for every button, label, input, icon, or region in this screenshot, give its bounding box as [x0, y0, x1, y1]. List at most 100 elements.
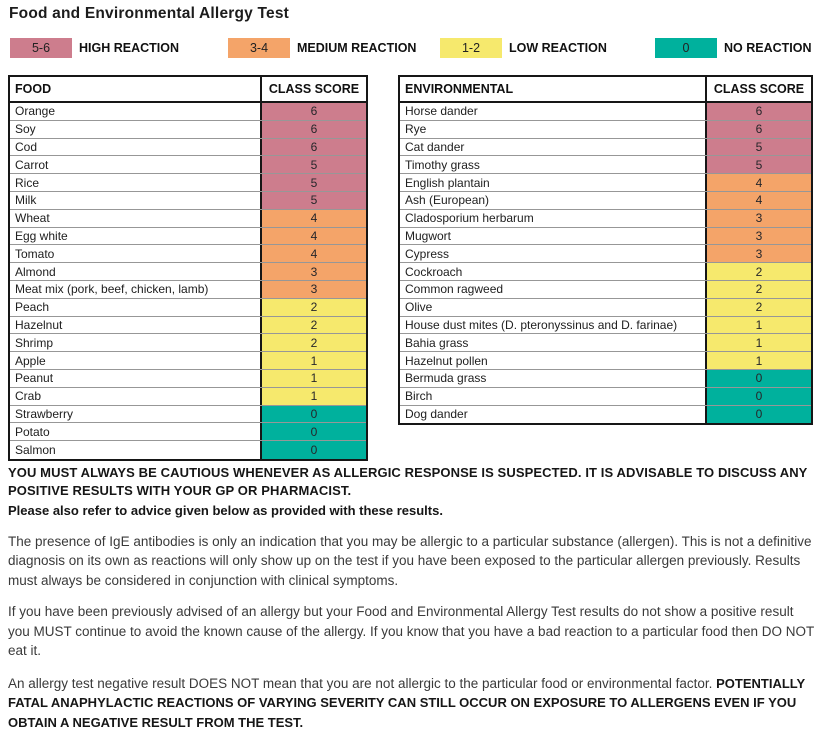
food-table-header: FOOD CLASS SCORE — [10, 77, 366, 103]
allergen-name: Cypress — [405, 246, 450, 261]
class-score-cell: 6 — [260, 138, 366, 156]
environmental-class-score-header: CLASS SCORE — [705, 77, 811, 101]
class-score-cell: 0 — [260, 405, 366, 423]
table-row: Soy 6 — [10, 120, 366, 139]
table-row: Mugwort 3 — [400, 227, 811, 246]
class-score-cell: 1 — [705, 352, 811, 369]
table-row: Apple 1 — [10, 352, 366, 370]
allergen-name: Tomato — [15, 246, 55, 261]
negative-result-paragraph: An allergy test negative result DOES NOT… — [8, 674, 816, 733]
class-score-cell: 1 — [260, 387, 366, 405]
allergen-name: English plantain — [405, 175, 490, 190]
legend-swatch-high: 5-6 — [10, 38, 72, 58]
allergen-name: Hazelnut pollen — [405, 353, 488, 368]
allergen-name: Soy — [15, 122, 36, 137]
table-row: English plantain 4 — [400, 174, 811, 192]
table-row: Cladosporium herbarum 3 — [400, 209, 811, 228]
allergen-name: Potato — [15, 424, 50, 439]
allergen-name: Birch — [405, 389, 433, 404]
allergen-name: Wheat — [15, 211, 50, 226]
table-row: Meat mix (pork, beef, chicken, lamb) 3 — [10, 280, 366, 299]
advice-reference-line: Please also refer to advice given below … — [8, 503, 443, 519]
table-row: Rye 6 — [400, 120, 811, 139]
table-row: Cypress 3 — [400, 245, 811, 264]
table-row: Egg white 4 — [10, 227, 366, 246]
table-row: Cat dander 5 — [400, 138, 811, 157]
table-row: Hazelnut pollen 1 — [400, 352, 811, 370]
advice-notes: YOU MUST ALWAYS BE CAUTIOUS WHENEVER AS … — [8, 464, 816, 732]
class-score-cell: 2 — [705, 280, 811, 298]
class-score-cell: 1 — [705, 316, 811, 334]
environmental-table-header: ENVIRONMENTAL CLASS SCORE — [400, 77, 811, 103]
legend-swatch-low: 1-2 — [440, 38, 502, 58]
legend-item-medium: 3-4 MEDIUM REACTION — [228, 38, 416, 58]
class-score-cell: 6 — [705, 120, 811, 138]
class-score-cell: 4 — [705, 174, 811, 191]
table-row: Bahia grass 1 — [400, 334, 811, 353]
class-score-cell: 4 — [705, 191, 811, 209]
table-row: Dog dander 0 — [400, 405, 811, 424]
food-class-score-header: CLASS SCORE — [260, 77, 366, 101]
class-score-cell: 5 — [705, 156, 811, 174]
table-row: Wheat 4 — [10, 209, 366, 228]
table-row: Cod 6 — [10, 138, 366, 157]
class-score-cell: 3 — [705, 245, 811, 263]
allergen-name: Bahia grass — [405, 335, 469, 350]
allergen-name: Common ragweed — [405, 282, 504, 297]
allergen-name: Cladosporium herbarum — [405, 211, 534, 226]
allergen-name: Cockroach — [405, 264, 463, 279]
table-row: Tomato 4 — [10, 245, 366, 264]
table-row: Orange 6 — [10, 103, 366, 121]
allergen-name: Bermuda grass — [405, 371, 487, 386]
allergen-name: Apple — [15, 353, 46, 368]
allergen-name: Peanut — [15, 371, 54, 386]
table-row: Potato 0 — [10, 423, 366, 442]
table-row: Olive 2 — [400, 298, 811, 317]
allergen-name: Mugwort — [405, 228, 452, 243]
table-row: Ash (European) 4 — [400, 191, 811, 210]
legend-item-low: 1-2 LOW REACTION — [440, 38, 607, 58]
allergen-name: Timothy grass — [405, 157, 480, 172]
table-row: Crab 1 — [10, 387, 366, 406]
page-title: Food and Environmental Allergy Test — [9, 5, 290, 22]
allergen-name: Milk — [15, 193, 37, 208]
class-score-cell: 5 — [260, 174, 366, 191]
negative-result-text: An allergy test negative result DOES NOT… — [8, 675, 717, 691]
class-score-cell: 0 — [705, 369, 811, 387]
allergen-name: Dog dander — [405, 407, 468, 422]
table-row: Peach 2 — [10, 298, 366, 317]
allergen-name: Egg white — [15, 228, 68, 243]
table-row: Carrot 5 — [10, 156, 366, 175]
food-table-body: Orange 6 Soy 6 Cod 6 Carrot 5 Rice 5 Milk 5 Wheat 4 Eg… — [10, 103, 366, 459]
allergen-name: Rye — [405, 122, 427, 137]
legend-label-high: HIGH REACTION — [79, 41, 179, 55]
class-score-cell: 2 — [260, 316, 366, 334]
legend-swatch-medium: 3-4 — [228, 38, 290, 58]
class-score-cell: 0 — [260, 423, 366, 441]
class-score-cell: 6 — [260, 103, 366, 120]
allergen-name: Horse dander — [405, 104, 478, 119]
allergen-name: Ash (European) — [405, 193, 490, 208]
allergen-name: Meat mix (pork, beef, chicken, lamb) — [15, 282, 209, 297]
legend-item-high: 5-6 HIGH REACTION — [10, 38, 179, 58]
class-score-cell: 0 — [260, 441, 366, 459]
class-score-cell: 6 — [705, 103, 811, 120]
class-score-cell: 4 — [260, 245, 366, 263]
allergen-name: Hazelnut — [15, 317, 63, 332]
class-score-cell: 5 — [705, 138, 811, 156]
allergen-name: Salmon — [15, 443, 56, 458]
allergen-name: Carrot — [15, 157, 49, 172]
table-row: Peanut 1 — [10, 369, 366, 388]
class-score-cell: 3 — [260, 263, 366, 280]
anaphylaxis-warning-text: POTENTIALLY FATAL ANAPHYLACTIC REACTIONS… — [8, 675, 805, 730]
legend-label-none: NO REACTION — [724, 41, 812, 55]
food-header-label: FOOD — [15, 82, 52, 96]
table-row: House dust mites (D. pteronyssinus and D… — [400, 316, 811, 335]
allergen-name: Cat dander — [405, 139, 465, 154]
class-score-cell: 2 — [260, 298, 366, 316]
table-row: Hazelnut 2 — [10, 316, 366, 335]
class-score-cell: 3 — [705, 209, 811, 227]
legend-label-low: LOW REACTION — [509, 41, 607, 55]
ige-explanation-paragraph: The presence of IgE antibodies is only a… — [8, 533, 812, 588]
